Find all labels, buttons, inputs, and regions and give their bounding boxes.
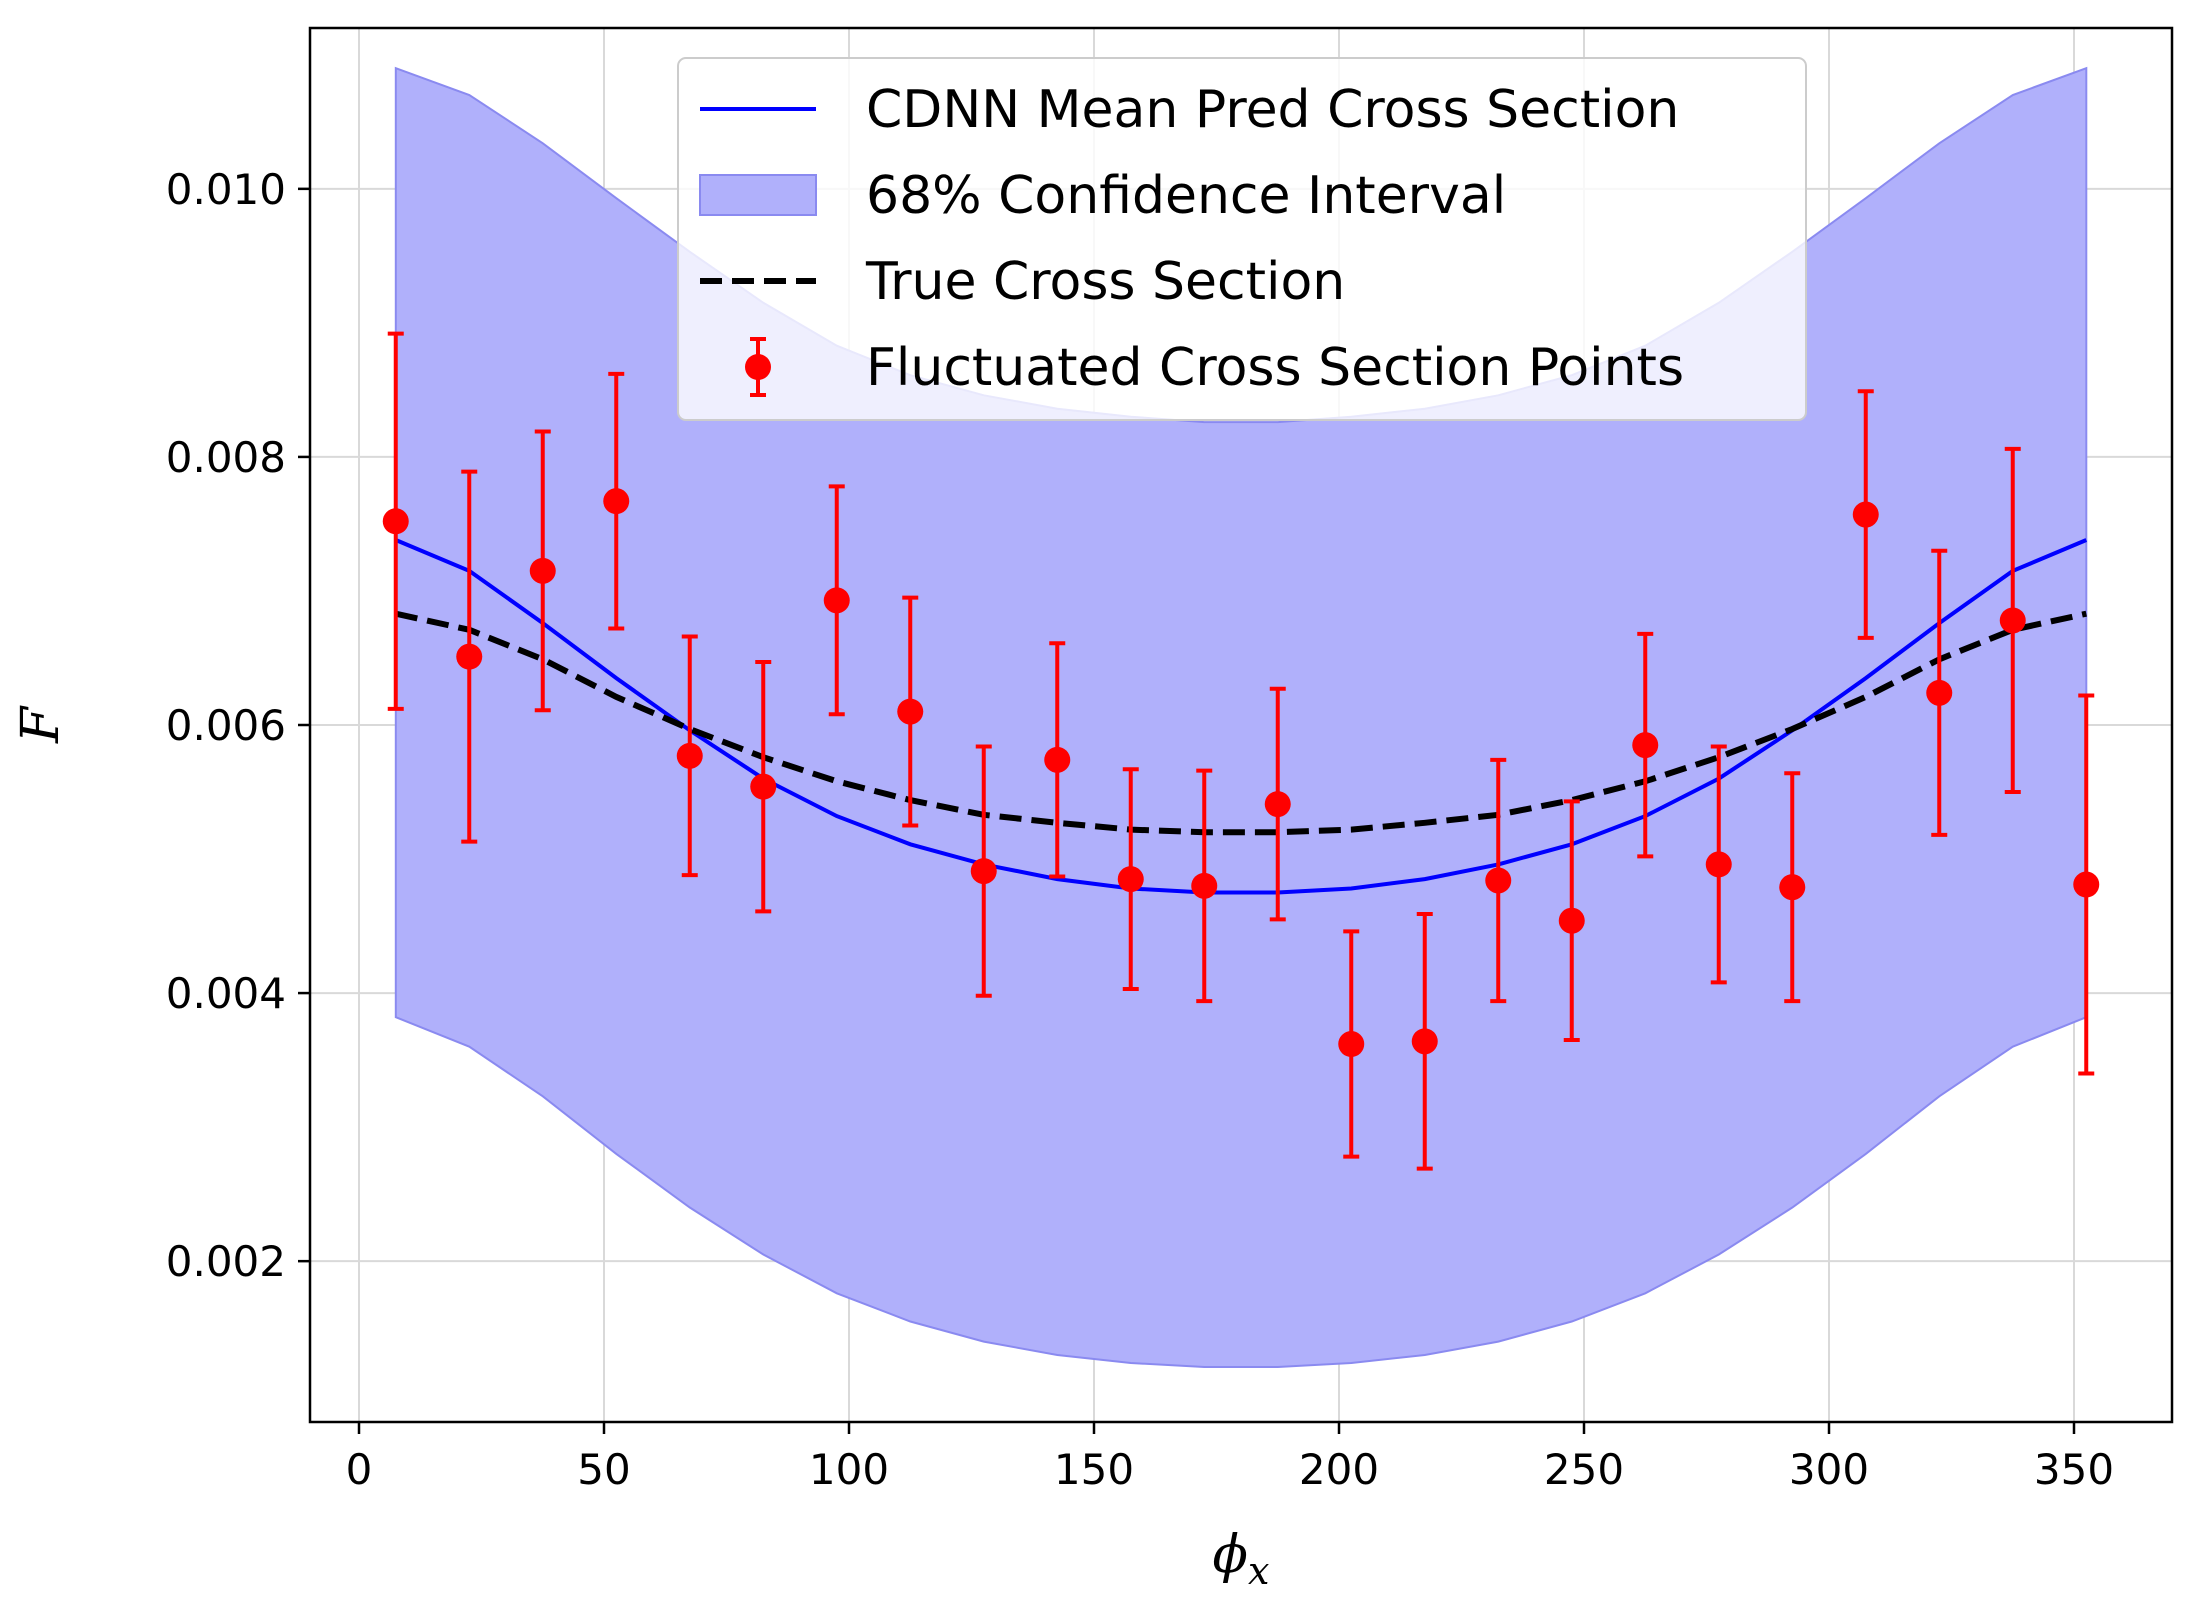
legend-label-true: True Cross Section (865, 252, 1345, 312)
data-point (456, 643, 483, 670)
y-tick-label: 0.002 (166, 1237, 286, 1286)
data-point (1779, 874, 1806, 901)
error-points-layer (382, 331, 2100, 1171)
data-point (1044, 746, 1071, 773)
legend-box (677, 57, 1807, 421)
data-point (382, 508, 409, 535)
y-tick-label: 0.004 (166, 969, 286, 1018)
y-tick-label: 0.010 (166, 165, 286, 214)
data-point (1558, 907, 1585, 934)
x-tick-label: 350 (2034, 1445, 2114, 1494)
data-point (897, 698, 924, 725)
y-tick-label: 0.008 (166, 433, 286, 482)
lines-layer (395, 538, 2088, 895)
legend-label-points: Fluctuated Cross Section Points (866, 338, 1684, 398)
data-point (750, 773, 777, 800)
data-point (823, 587, 850, 614)
data-point (1852, 501, 1879, 528)
legend-label-band: 68% Confidence Interval (866, 166, 1506, 226)
data-point (603, 488, 630, 515)
data-point (1338, 1031, 1365, 1058)
data-point (1926, 679, 1953, 706)
data-point (1191, 872, 1218, 899)
data-point (1411, 1028, 1438, 1055)
x-tick-label: 50 (577, 1445, 630, 1494)
data-point (1999, 607, 2026, 634)
legend: CDNN Mean Pred Cross Section 68% Confide… (677, 57, 1807, 421)
data-point (676, 742, 703, 769)
x-tick-label: 250 (1544, 1445, 1624, 1494)
data-point (1264, 791, 1291, 818)
data-point (1632, 732, 1659, 759)
x-tick-label: 200 (1299, 1445, 1379, 1494)
x-tick-label: 0 (346, 1445, 373, 1494)
data-point (1485, 867, 1512, 894)
data-point (1117, 866, 1144, 893)
x-axis-label-symbol: ϕ (1213, 1525, 1248, 1585)
data-point (529, 557, 556, 584)
x-axis-label-subscript: x (1248, 1549, 1269, 1593)
x-tick-label: 100 (809, 1445, 889, 1494)
x-tick-label: 150 (1054, 1445, 1134, 1494)
true-cross-section-line (395, 610, 2087, 836)
legend-point-swatch (745, 337, 771, 397)
data-point (970, 858, 997, 885)
x-tick-label: 300 (1789, 1445, 1869, 1494)
x-axis-label: ϕx (1213, 1525, 1270, 1593)
data-point (1705, 851, 1732, 878)
y-axis-label: F (11, 705, 71, 744)
legend-label-mean: CDNN Mean Pred Cross Section (866, 80, 1679, 140)
data-point (2073, 871, 2100, 898)
legend-band-swatch (699, 174, 817, 216)
y-tick-label: 0.006 (166, 701, 286, 750)
legend-point-marker (745, 354, 771, 380)
axis-ticks: 0 50 100 150 200 250 300 350 0.002 0.004 0.006 0.00… (166, 165, 2114, 1494)
